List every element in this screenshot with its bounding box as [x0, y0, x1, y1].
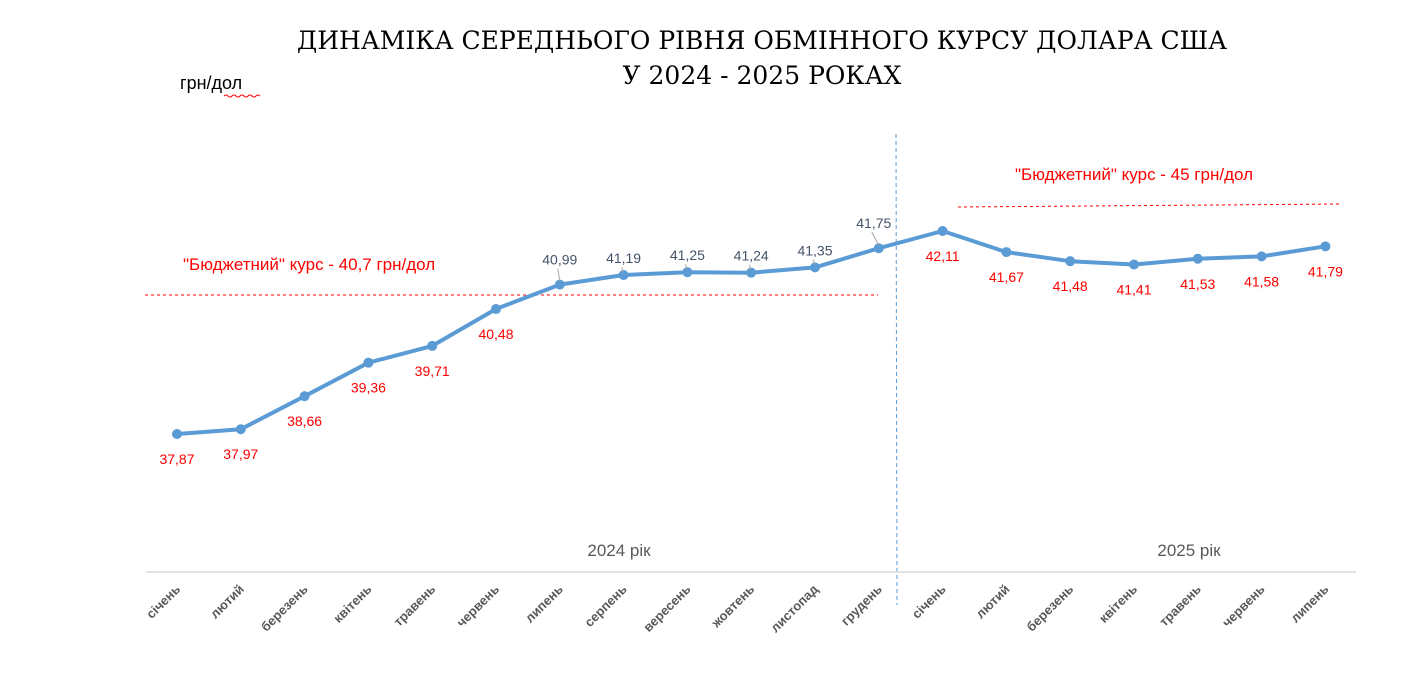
- chart-title-line1: ДИНАМІКА СЕРЕДНЬОГО РІВНЯ ОБМІННОГО КУРС…: [297, 26, 1227, 55]
- data-label-leader-line: [557, 268, 561, 282]
- x-tick-label: червень: [454, 582, 503, 631]
- x-tick-label: липень: [1288, 582, 1332, 626]
- data-labels-layer: 37,87 37,97 38,66 39,36 39,71 40,48 40,99 41,19…: [159, 215, 1343, 467]
- x-tick-label: квітень: [1096, 582, 1140, 626]
- data-point: [682, 267, 693, 278]
- budget-line-2025: [957, 203, 1343, 208]
- x-tick-label: вересень: [640, 582, 693, 635]
- data-label: 41,41: [1116, 282, 1151, 298]
- data-point: [937, 226, 948, 236]
- chart-title-line2: У 2024 - 2025 РОКАХ: [623, 61, 902, 90]
- data-point: [873, 243, 884, 254]
- data-point: [491, 304, 501, 315]
- data-point: [172, 429, 182, 439]
- data-point: [1192, 253, 1203, 264]
- x-tick-label: квітень: [330, 582, 374, 626]
- data-label: 37,87: [159, 451, 194, 467]
- x-tick-label: листопад: [767, 581, 821, 635]
- budget-label-2024: "Бюджетний" курс - 40,7 грн/дол: [183, 255, 435, 274]
- data-point: [810, 262, 820, 273]
- data-point: [1320, 241, 1331, 252]
- x-tick-label: січень: [909, 582, 949, 622]
- x-tick-label: лютий: [207, 582, 247, 622]
- data-label: 41,75: [856, 215, 891, 231]
- data-label: 41,25: [670, 247, 705, 263]
- data-point: [299, 391, 310, 402]
- data-point: [1001, 247, 1012, 258]
- data-point: [363, 357, 374, 368]
- x-tick-labels-layer: січень лютий березень квітень травень червень…: [143, 581, 1331, 635]
- year-label-2025: 2025 рік: [1157, 541, 1221, 560]
- budget-lines-layer: "Бюджетний" курс - 40,7 грн/дол "Бюджетни…: [145, 165, 1343, 296]
- x-tick-label: травень: [391, 582, 439, 630]
- data-label: 41,35: [797, 242, 832, 258]
- x-tick-label: липень: [522, 582, 566, 626]
- data-point: [1256, 251, 1267, 262]
- data-label: 41,48: [1053, 278, 1088, 294]
- x-tick-label: березень: [258, 582, 311, 635]
- data-point: [427, 340, 438, 351]
- x-tick-label: лютий: [973, 582, 1013, 622]
- data-point: [554, 279, 565, 290]
- data-label: 41,67: [989, 269, 1024, 285]
- budget-label-2025: "Бюджетний" курс - 45 грн/дол: [1015, 165, 1253, 184]
- data-label-leader-line: [621, 266, 625, 273]
- spellcheck-underline: [223, 94, 261, 98]
- x-tick-label: травень: [1156, 582, 1204, 630]
- data-label: 41,58: [1244, 273, 1279, 289]
- data-label: 41,53: [1180, 276, 1215, 292]
- data-label: 41,24: [734, 248, 769, 264]
- data-label: 42,11: [926, 248, 960, 264]
- y-unit-label: грн/дол: [180, 73, 242, 93]
- data-point: [618, 270, 629, 281]
- year-label-2024: 2024 рік: [587, 541, 651, 560]
- data-point: [1129, 259, 1139, 270]
- axis-layer: 2024 рік 2025 рік: [146, 133, 1356, 606]
- data-label: 37,97: [223, 446, 258, 462]
- x-tick-label: грудень: [838, 582, 885, 629]
- x-tick-label: серпень: [581, 582, 629, 630]
- data-point: [746, 267, 757, 278]
- x-tick-label: січень: [143, 582, 183, 622]
- data-label-leader-line: [871, 231, 880, 246]
- data-label: 40,48: [478, 326, 513, 342]
- series-layer: [172, 226, 1331, 439]
- data-point: [235, 424, 246, 435]
- data-label: 38,66: [287, 413, 322, 429]
- data-label: 41,79: [1308, 263, 1343, 279]
- x-tick-label: березень: [1023, 582, 1076, 635]
- data-label: 39,36: [351, 380, 386, 396]
- x-tick-label: жовтень: [708, 582, 758, 632]
- data-label: 40,99: [542, 252, 577, 268]
- data-label: 39,71: [415, 363, 450, 379]
- data-point: [1065, 256, 1076, 267]
- x-tick-label: червень: [1219, 582, 1268, 631]
- year-separator-line: [895, 133, 898, 606]
- data-label-leader-line: [748, 264, 752, 270]
- data-label-leader-line: [812, 259, 816, 265]
- data-label-leader-line: [684, 263, 688, 270]
- data-label: 41,19: [606, 250, 641, 266]
